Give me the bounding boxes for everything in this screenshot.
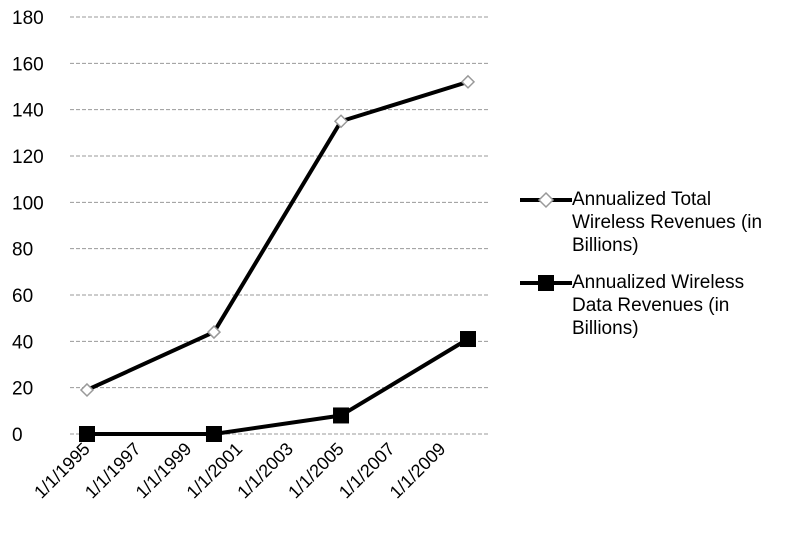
y-tick-label: 180 bbox=[12, 8, 44, 29]
y-tick-label: 40 bbox=[12, 332, 33, 353]
y-tick-label: 60 bbox=[12, 286, 33, 307]
data-point-diamond bbox=[460, 74, 476, 89]
data-point-diamond bbox=[333, 114, 349, 129]
data-point-square bbox=[333, 407, 350, 424]
legend: Annualized Total Wireless Revenues (in B… bbox=[520, 188, 785, 354]
legend-item-total: Annualized Total Wireless Revenues (in B… bbox=[520, 188, 785, 257]
y-axis-ticks: 0 20 40 60 80 100 120 140 160 180 bbox=[12, 8, 44, 446]
legend-key-square-icon bbox=[520, 275, 572, 291]
data-point-square bbox=[205, 426, 222, 442]
data-point-square bbox=[460, 331, 476, 348]
x-tick-label: 1/1/2009 bbox=[386, 439, 450, 503]
data-point-diamond bbox=[206, 325, 222, 340]
series-line bbox=[86, 79, 469, 392]
legend-item-data: Annualized Wireless Data Revenues (in Bi… bbox=[520, 271, 785, 340]
series-2 bbox=[79, 331, 476, 442]
y-tick-label: 160 bbox=[12, 54, 44, 75]
y-tick-label: 120 bbox=[12, 147, 44, 168]
y-tick-label: 140 bbox=[12, 101, 44, 122]
legend-label: Annualized Wireless Data Revenues (in Bi… bbox=[572, 272, 745, 339]
legend-key-diamond-icon bbox=[520, 191, 572, 209]
gridlines bbox=[70, 16, 488, 435]
legend-label: Annualized Total Wireless Revenues (in B… bbox=[572, 189, 763, 256]
data-point-square bbox=[79, 426, 95, 442]
data-point-diamond bbox=[79, 382, 95, 398]
y-tick-label: 0 bbox=[12, 425, 23, 446]
series-line bbox=[87, 337, 470, 436]
x-axis-ticks: 1/1/19951/1/19971/1/19991/1/20011/1/2003… bbox=[30, 439, 449, 503]
series-lines bbox=[79, 74, 476, 442]
series-1 bbox=[79, 74, 476, 398]
y-tick-label: 100 bbox=[12, 193, 44, 214]
y-tick-label: 20 bbox=[12, 379, 33, 400]
y-tick-label: 80 bbox=[12, 240, 33, 261]
